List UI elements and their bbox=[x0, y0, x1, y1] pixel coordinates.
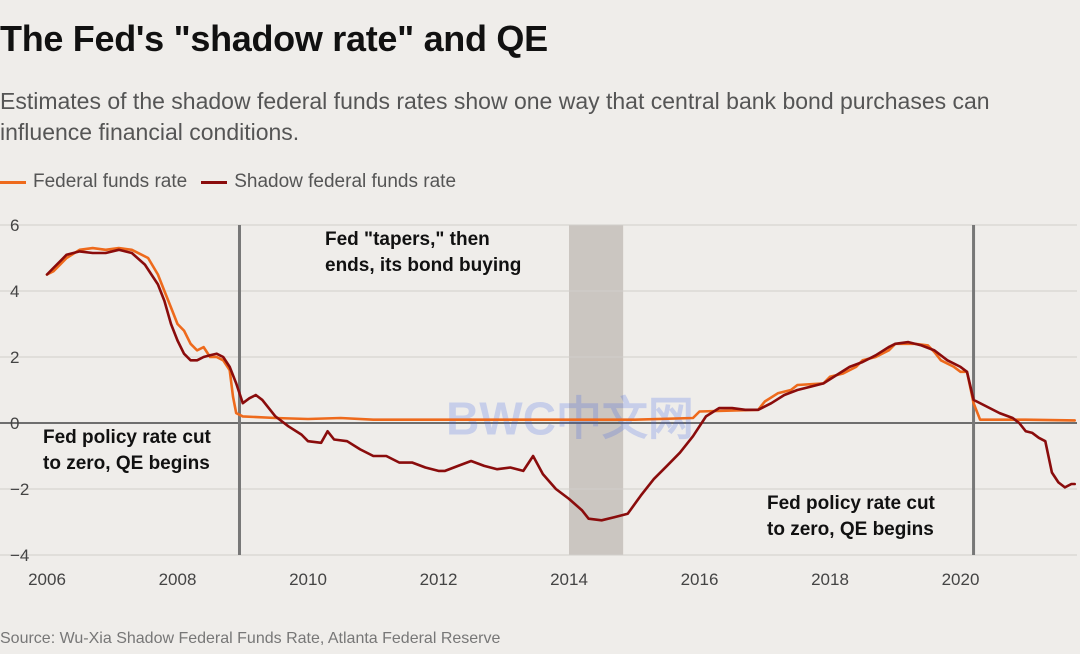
annotation-1-line-1: Fed policy rate cut bbox=[43, 427, 212, 448]
shadow-federal-funds-rate-line bbox=[45, 248, 1076, 522]
legend-label-shadow-federal-funds-rate: Shadow federal funds rate bbox=[234, 171, 457, 192]
chart-title: The Fed's "shadow rate" and QE bbox=[0, 18, 548, 59]
annotation-1-line-2: to zero, QE begins bbox=[43, 453, 210, 474]
source-note: Source: Wu-Xia Shadow Federal Funds Rate… bbox=[0, 630, 501, 647]
y-tick-label-2: 2 bbox=[10, 348, 19, 367]
y-tick-label-6: 6 bbox=[10, 216, 19, 235]
legend: Federal funds rate Shadow federal funds … bbox=[0, 168, 470, 196]
y-tick-label--2: −2 bbox=[10, 480, 29, 499]
taper-shaded-region bbox=[569, 225, 624, 555]
line-chart: −4 −2 0 2 4 6 2006 2008 2010 2012 2014 2016 2018 2020… bbox=[0, 216, 1077, 589]
x-tick-label-2006: 2006 bbox=[28, 570, 66, 589]
annotation-1: Fed policy rate cut to zero, QE begins bbox=[43, 427, 212, 474]
annotation-2: Fed "tapers," then ends, its bond buying bbox=[325, 229, 521, 276]
x-tick-label-2020: 2020 bbox=[942, 570, 980, 589]
chart-subtitle: Estimates of the shadow federal funds ra… bbox=[0, 88, 990, 145]
x-tick-label-2010: 2010 bbox=[289, 570, 327, 589]
legend-swatch-shadow-federal-funds-rate bbox=[201, 180, 228, 184]
annotation-2-line-2: ends, its bond buying bbox=[325, 255, 521, 276]
y-tick-label-4: 4 bbox=[10, 282, 19, 301]
legend-item-federal-funds-rate: Federal funds rate bbox=[0, 171, 187, 193]
annotation-3-line-1: Fed policy rate cut bbox=[767, 493, 936, 514]
legend-label-federal-funds-rate: Federal funds rate bbox=[33, 171, 188, 192]
y-tick-label-0: 0 bbox=[10, 414, 19, 433]
annotation-3-line-2: to zero, QE begins bbox=[767, 519, 934, 540]
x-tick-label-2014: 2014 bbox=[550, 570, 588, 589]
annotation-3: Fed policy rate cut to zero, QE begins bbox=[767, 493, 936, 540]
y-tick-label--4: −4 bbox=[10, 546, 29, 565]
annotation-2-line-1: Fed "tapers," then bbox=[325, 229, 490, 250]
x-tick-label-2018: 2018 bbox=[811, 570, 849, 589]
legend-swatch-federal-funds-rate bbox=[0, 180, 26, 184]
x-tick-label-2016: 2016 bbox=[681, 570, 719, 589]
legend-item-shadow-federal-funds-rate: Shadow federal funds rate bbox=[201, 171, 456, 193]
x-tick-label-2008: 2008 bbox=[159, 570, 197, 589]
x-tick-label-2012: 2012 bbox=[420, 570, 458, 589]
